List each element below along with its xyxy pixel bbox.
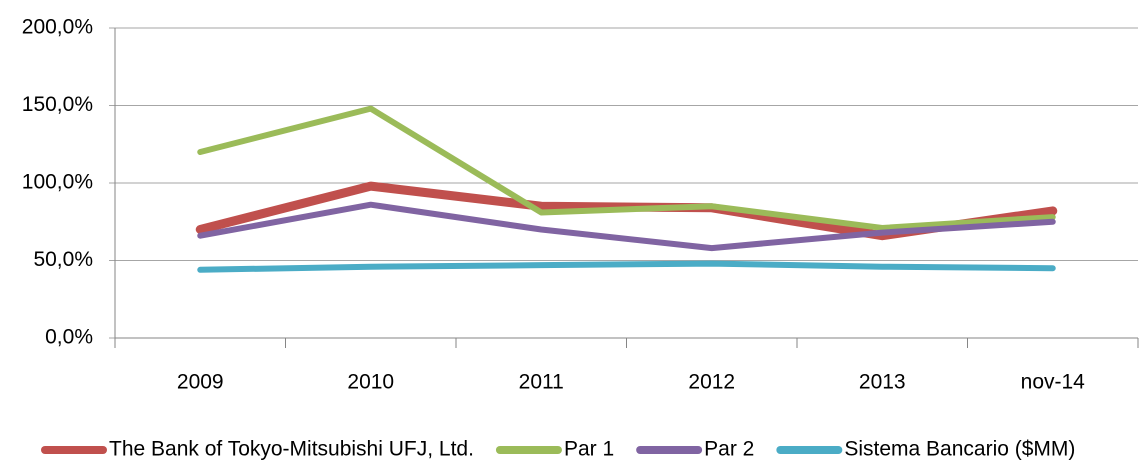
legend-label: Par 2: [704, 438, 754, 461]
x-tick-label: 2012: [688, 371, 735, 394]
x-tick-label: 2013: [859, 371, 906, 394]
legend-label: Sistema Bancario ($MM): [844, 438, 1075, 461]
series-line: [197, 260, 1056, 273]
y-tick-label: 200,0%: [22, 16, 93, 39]
y-tick-label: 150,0%: [22, 93, 93, 116]
series-line: [197, 105, 1056, 231]
y-tick-label: 50,0%: [33, 248, 93, 271]
x-tick-label: 2011: [519, 371, 564, 394]
legend-label: The Bank of Tokyo-Mitsubishi UFJ, Ltd.: [109, 438, 474, 461]
y-tick-label: 0,0%: [45, 326, 93, 349]
x-tick-label: nov-14: [1021, 371, 1086, 394]
series-line: [197, 201, 1056, 252]
legend-label: Par 1: [564, 438, 614, 461]
y-tick-label: 100,0%: [22, 171, 93, 194]
x-tick-label: 2009: [177, 371, 224, 394]
x-tick-label: 2010: [347, 371, 394, 394]
